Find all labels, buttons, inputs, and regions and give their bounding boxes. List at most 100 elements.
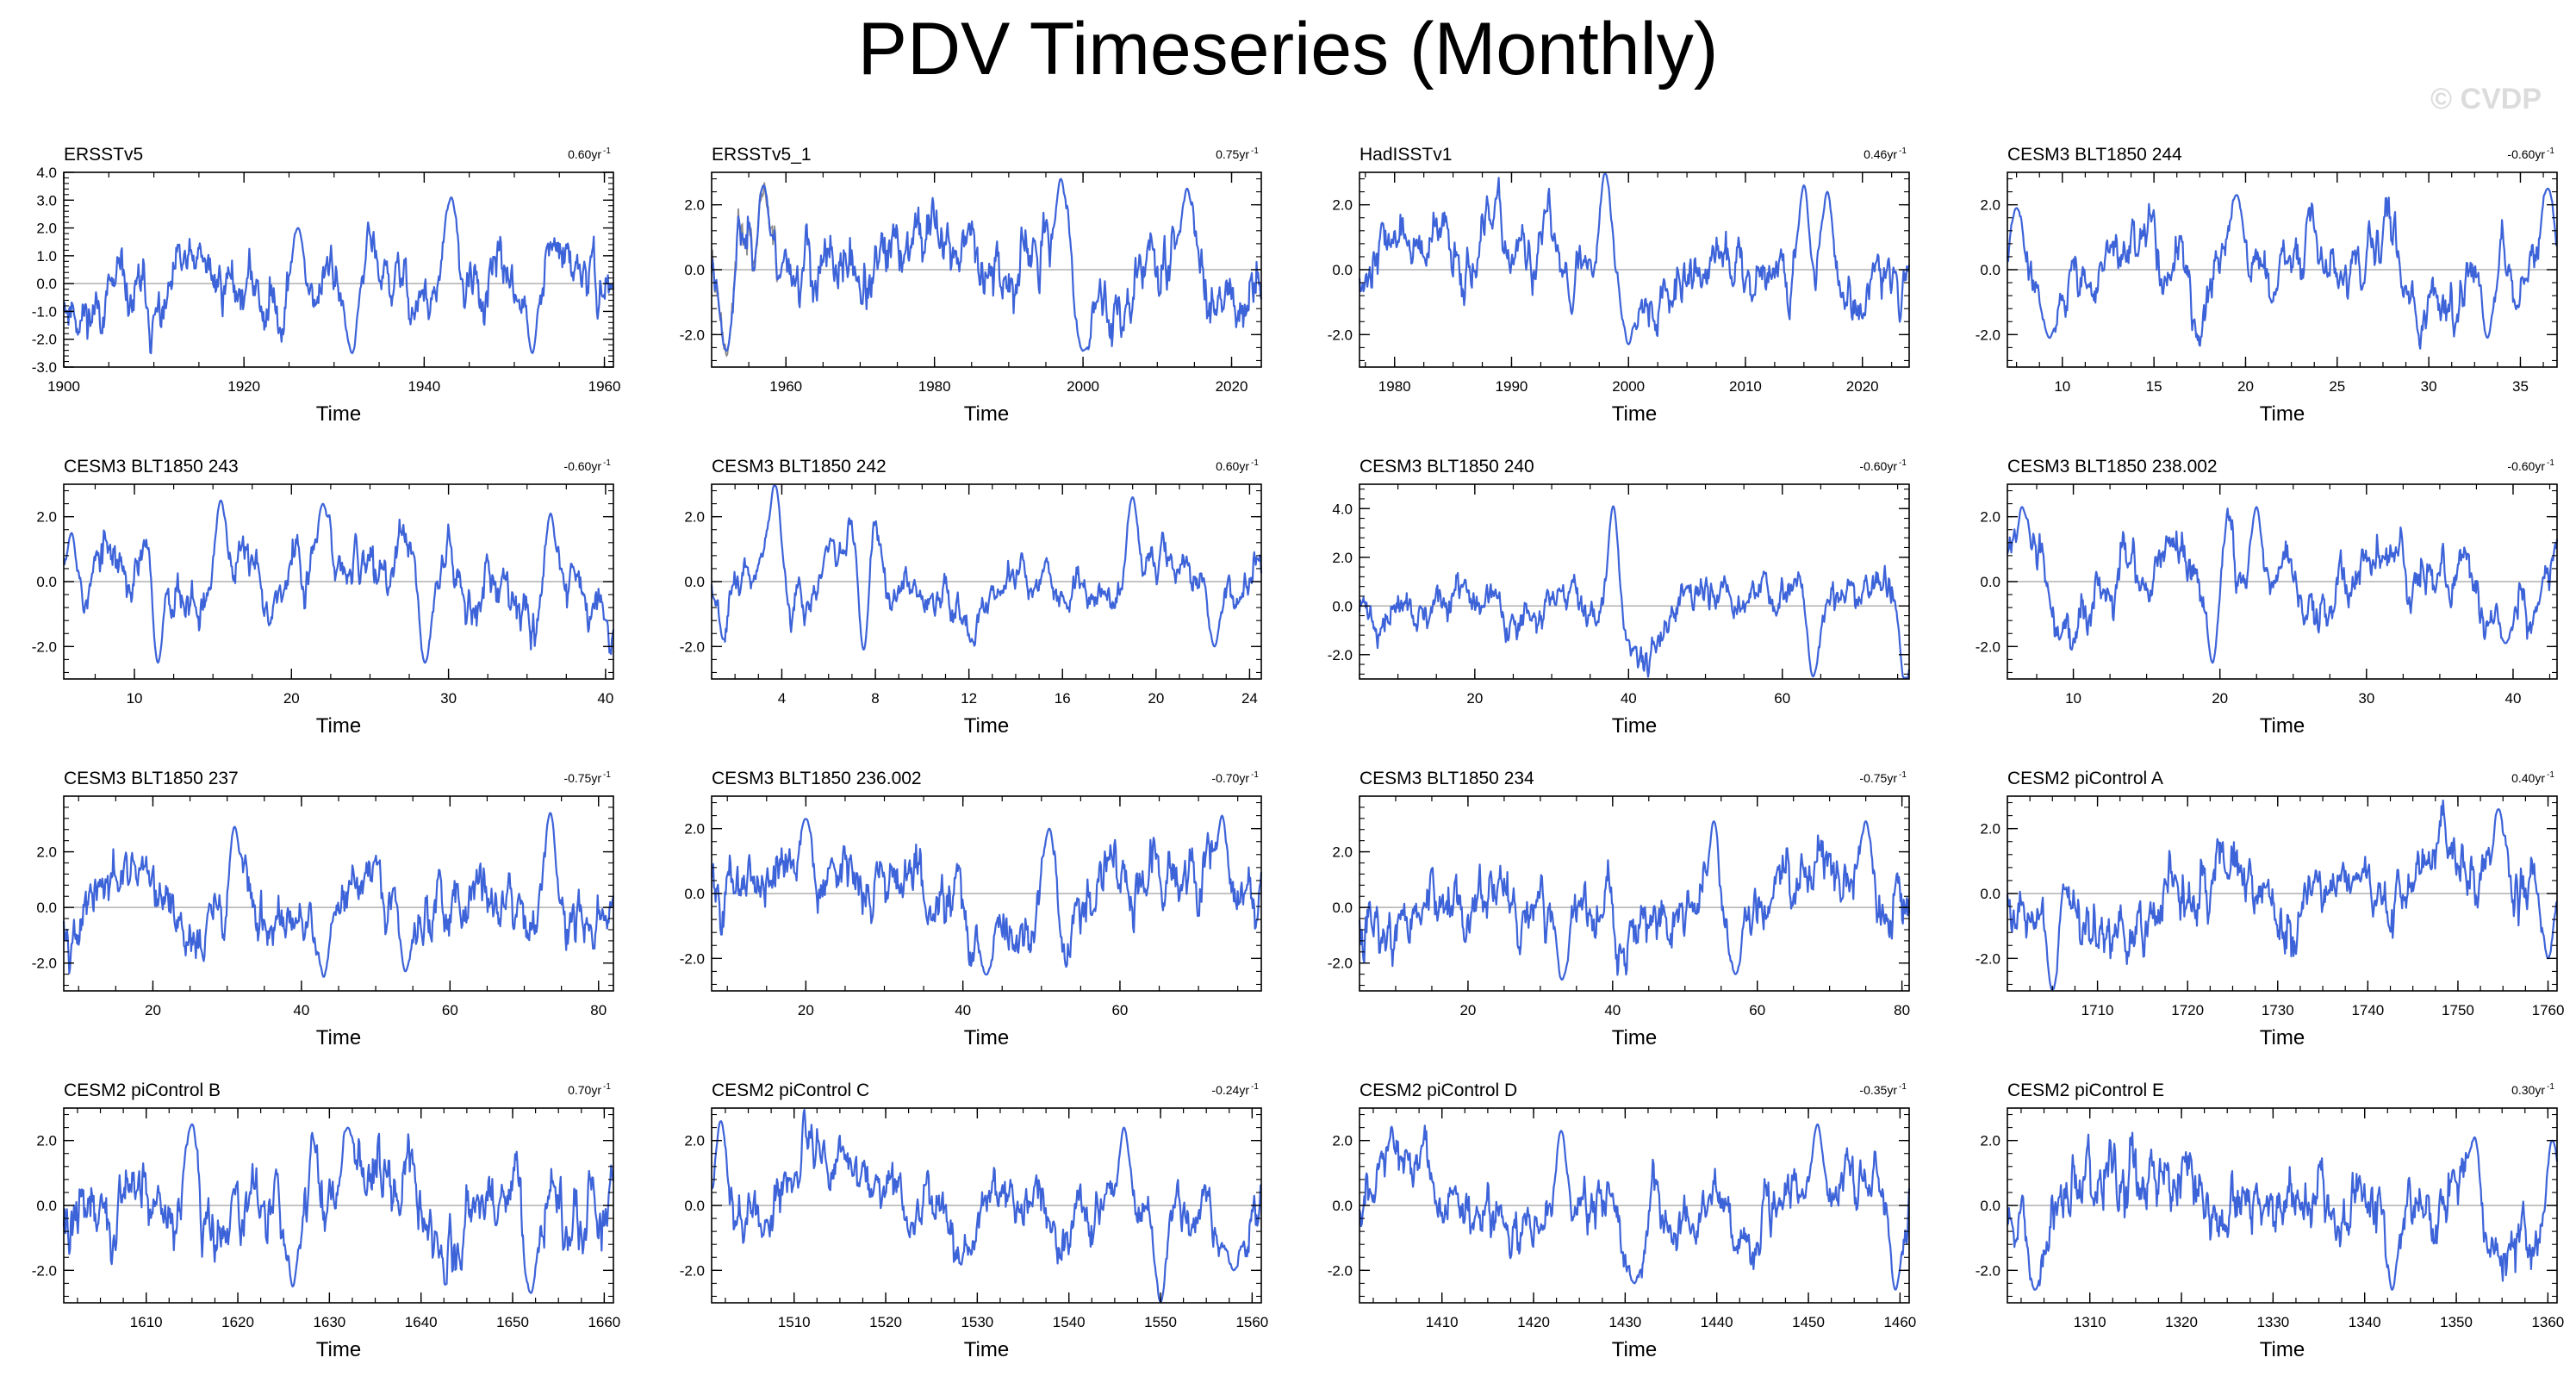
- x-axis-label: Time: [1612, 402, 1657, 426]
- trend-superscript: -1: [1251, 770, 1259, 780]
- y-tick-label: 0.0: [1980, 574, 2000, 590]
- series-line: [1358, 1124, 1911, 1291]
- panel-title: HadISSTv1: [1360, 145, 1452, 165]
- y-tick-label: 2.0: [684, 197, 705, 214]
- trend-superscript: -1: [603, 770, 611, 780]
- trend-label: -0.24yr: [1211, 1083, 1249, 1097]
- y-tick-label: -2.0: [32, 332, 57, 348]
- x-tick-label: 10: [2054, 378, 2070, 395]
- page-title: PDV Timeseries (Monthly): [857, 8, 1719, 90]
- x-tick-label: 1980: [1378, 378, 1411, 395]
- panel-7: CESM3 BLT1850 240 -0.60yr -1 20 40 60 -2.0 0.0 2…: [1328, 457, 1911, 738]
- x-axis-label: Time: [964, 714, 1009, 738]
- x-tick-label: 20: [145, 1002, 161, 1018]
- panel-title: CESM3 BLT1850 242: [712, 457, 887, 476]
- y-tick-label: 2.0: [1980, 197, 2000, 214]
- x-tick-label: 1560: [1235, 1314, 1268, 1330]
- x-tick-label: 30: [2358, 690, 2374, 707]
- x-tick-label: 1940: [408, 378, 440, 395]
- panel-title: CESM2 piControl D: [1360, 1081, 1517, 1100]
- y-tick-label: 0.0: [1980, 262, 2000, 278]
- y-tick-label: 0.0: [684, 262, 705, 278]
- trend-label: -0.60yr: [2507, 147, 2545, 161]
- y-tick-label: -2.0: [32, 638, 57, 655]
- series-line: [1358, 172, 1911, 346]
- x-tick-label: 16: [1055, 690, 1071, 707]
- x-tick-label: 1660: [588, 1314, 620, 1330]
- trend-label: 0.70yr: [568, 1083, 601, 1097]
- x-axis-label: Time: [316, 402, 361, 426]
- x-tick-label: 1900: [47, 378, 80, 395]
- y-tick-label: 0.0: [1332, 598, 1353, 614]
- y-tick-label: 2.0: [1332, 844, 1353, 861]
- plot-frame: [1359, 483, 1910, 680]
- x-tick-label: 1520: [869, 1314, 902, 1330]
- x-tick-label: 12: [961, 690, 977, 707]
- x-tick-label: 40: [1621, 690, 1637, 707]
- panel-title: CESM2 piControl A: [2007, 769, 2163, 788]
- trend-superscript: -1: [1899, 458, 1907, 468]
- x-tick-label: 1740: [2351, 1002, 2384, 1018]
- x-tick-label: 1360: [2531, 1314, 2564, 1330]
- x-axis-label: Time: [316, 1026, 361, 1049]
- panel-title: ERSSTv5_1: [712, 145, 812, 165]
- panel-title: CESM2 piControl C: [712, 1081, 869, 1100]
- x-tick-label: 2020: [1846, 378, 1879, 395]
- x-tick-label: 1550: [1144, 1314, 1177, 1330]
- trend-superscript: -1: [1899, 1082, 1907, 1092]
- panel-6: CESM3 BLT1850 242 0.60yr -1 4 8 12 16 20 24 -2.0 0…: [680, 457, 1263, 738]
- x-tick-label: 1720: [2171, 1002, 2204, 1018]
- x-axis-label: Time: [964, 402, 1009, 426]
- panel-13: CESM2 piControl B 0.70yr -1 1610 1620 1630 164…: [32, 1081, 621, 1361]
- panel-title: CESM3 BLT1850 234: [1360, 769, 1534, 788]
- y-tick-label: -1.0: [32, 303, 57, 320]
- y-tick-label: 2.0: [1332, 197, 1353, 214]
- x-tick-label: 1410: [1426, 1314, 1459, 1330]
- x-tick-label: 80: [1894, 1002, 1910, 1018]
- x-tick-label: 1510: [778, 1314, 811, 1330]
- x-axis-label: Time: [1612, 1026, 1657, 1049]
- x-tick-label: 40: [955, 1002, 971, 1018]
- x-tick-label: 20: [2212, 690, 2228, 707]
- x-tick-label: 60: [1111, 1002, 1128, 1018]
- y-tick-label: -2.0: [1328, 647, 1353, 663]
- y-tick-label: 2.0: [1332, 550, 1353, 566]
- trend-superscript: -1: [1251, 1082, 1259, 1092]
- x-tick-label: 20: [1459, 1002, 1476, 1018]
- x-tick-label: 1710: [2081, 1002, 2114, 1018]
- x-tick-label: 1920: [227, 378, 260, 395]
- y-tick-label: 4.0: [36, 165, 57, 181]
- panel-4: CESM3 BLT1850 244 -0.60yr -1 10 15 20 25 30 35 -2…: [1976, 145, 2558, 426]
- x-tick-label: 40: [2504, 690, 2521, 707]
- y-tick-label: 2.0: [1980, 509, 2000, 526]
- y-tick-label: -2.0: [1976, 950, 2000, 967]
- y-tick-label: 0.0: [36, 276, 57, 292]
- x-tick-label: 1650: [496, 1314, 529, 1330]
- trend-label: -0.60yr: [2507, 459, 2545, 473]
- y-tick-label: 2.0: [1980, 821, 2000, 838]
- x-tick-label: 30: [2421, 378, 2437, 395]
- y-tick-label: 0.0: [36, 1198, 57, 1214]
- series-line: [710, 484, 1263, 651]
- x-axis-label: Time: [2260, 714, 2305, 738]
- x-tick-label: 40: [1604, 1002, 1621, 1018]
- series-line: [63, 499, 615, 664]
- y-tick-label: -2.0: [680, 638, 705, 655]
- x-tick-label: 15: [2146, 378, 2162, 395]
- cvdp-watermark: © CVDP: [2430, 83, 2542, 115]
- y-tick-label: 0.0: [1332, 1198, 1353, 1214]
- trend-label: 0.60yr: [1216, 459, 1249, 473]
- x-axis-label: Time: [316, 1338, 361, 1361]
- y-tick-label: -2.0: [680, 1262, 705, 1279]
- x-tick-label: 4: [778, 690, 786, 707]
- y-tick-label: -2.0: [1976, 1262, 2000, 1279]
- x-tick-label: 60: [1774, 690, 1790, 707]
- x-tick-label: 1430: [1608, 1314, 1641, 1330]
- x-tick-label: 1620: [221, 1314, 254, 1330]
- x-tick-label: 80: [590, 1002, 607, 1018]
- panel-title: CESM3 BLT1850 237: [64, 769, 239, 788]
- x-axis-label: Time: [2260, 1338, 2305, 1361]
- y-tick-label: -2.0: [1976, 327, 2000, 343]
- x-tick-label: 20: [2237, 378, 2254, 395]
- series-line: [62, 812, 615, 978]
